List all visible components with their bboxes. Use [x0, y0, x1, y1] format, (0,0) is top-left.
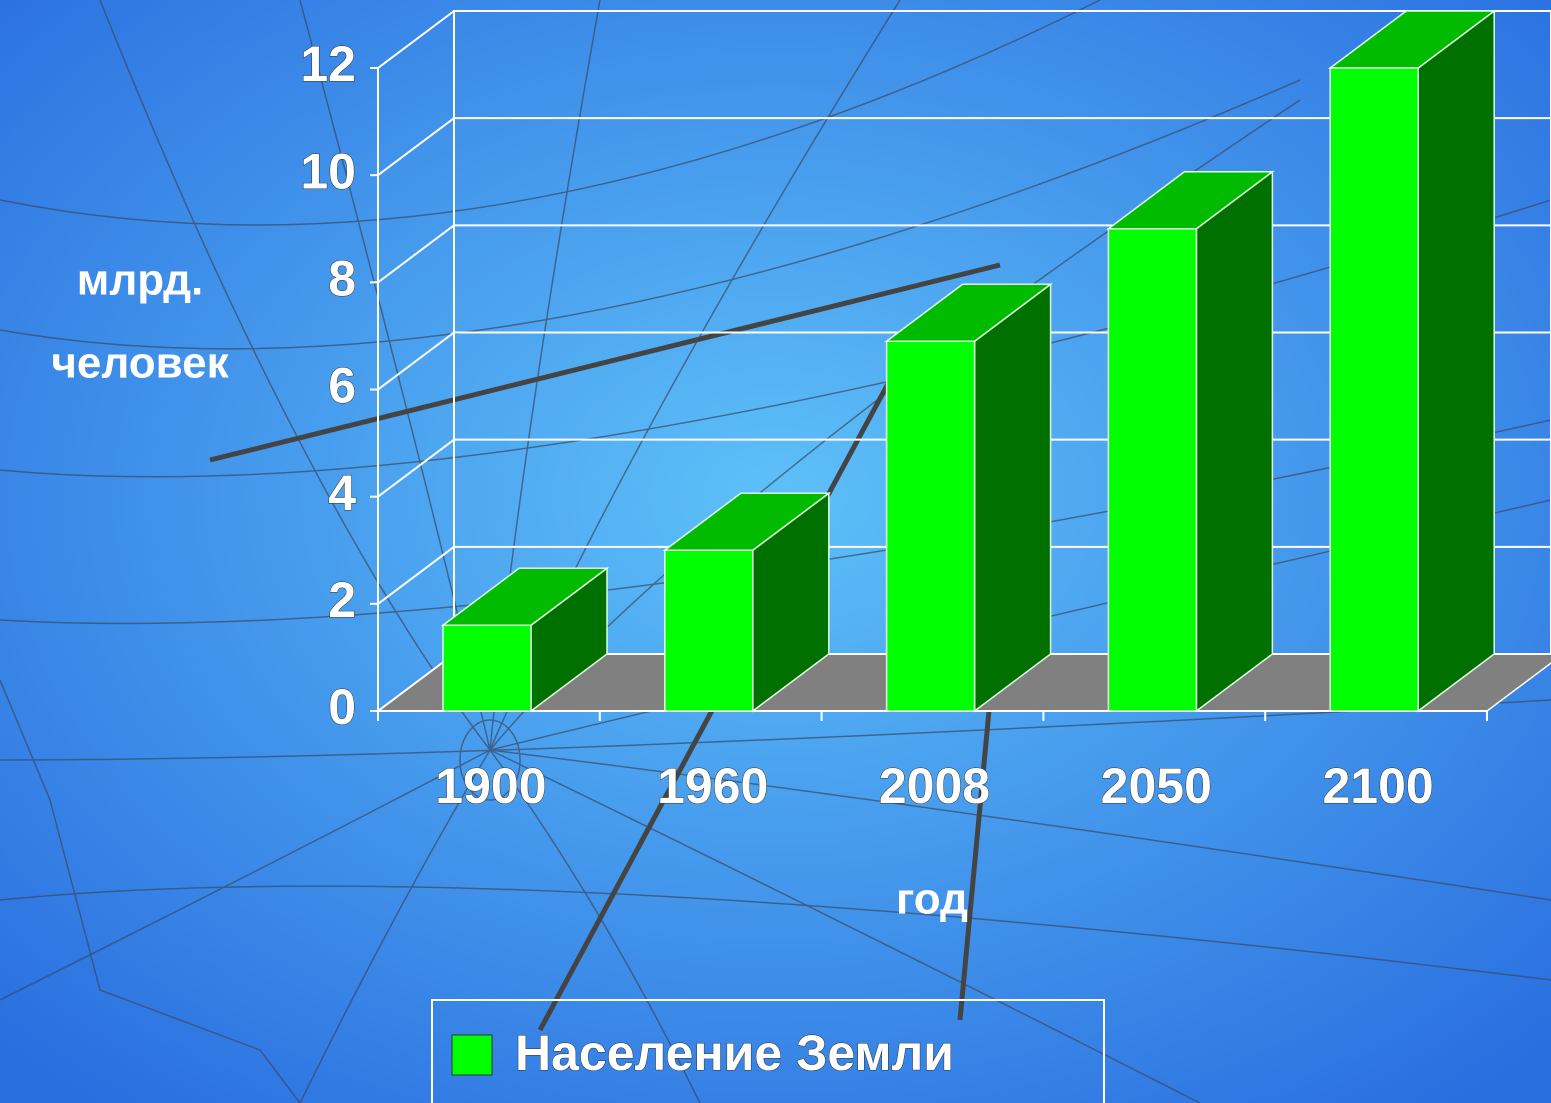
y-tick-label: 8: [328, 251, 356, 307]
bar-face: [1418, 11, 1494, 711]
x-tick-label: 1900: [435, 758, 546, 814]
x-tick-label: 2008: [879, 758, 990, 814]
y-tick-label: 2: [328, 572, 356, 628]
y-tick-label: 6: [328, 358, 356, 414]
y-tick-label: 12: [300, 36, 356, 92]
legend-label: Население Земли: [515, 1025, 954, 1081]
x-tick-label: 1960: [657, 758, 768, 814]
y-axis-label: человек: [51, 339, 229, 388]
x-tick-label: 2100: [1322, 758, 1433, 814]
x-tick-label: 2050: [1101, 758, 1212, 814]
bar-face: [1108, 229, 1196, 711]
bar-face: [1330, 68, 1418, 711]
bar-face: [665, 550, 753, 711]
bar-face: [975, 284, 1051, 711]
legend-swatch: [452, 1035, 492, 1075]
bar: [1330, 11, 1494, 711]
bar: [887, 284, 1051, 711]
y-tick-label: 10: [300, 143, 356, 199]
y-tick-label: 0: [328, 679, 356, 735]
bar-face: [443, 625, 531, 711]
y-tick-label: 4: [328, 465, 356, 521]
bar-face: [887, 341, 975, 711]
chart: млрд. человек год 0 2 4 6 8 10 12 1900 1960 2008 2…: [0, 0, 1551, 1103]
y-axis-label: млрд.: [77, 256, 203, 305]
bar: [1108, 172, 1272, 711]
bar-face: [1196, 172, 1272, 711]
x-axis-label: год: [896, 875, 968, 924]
